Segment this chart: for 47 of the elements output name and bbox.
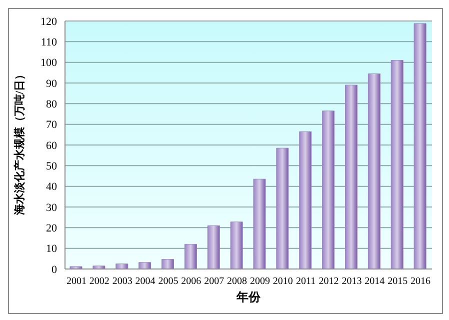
y-tick-label: 20	[46, 222, 58, 235]
y-tick-label: 40	[46, 181, 58, 194]
x-tick-label: 2009	[250, 276, 270, 288]
y-tick-label: 80	[46, 98, 58, 111]
x-tick-label: 2005	[158, 276, 178, 288]
x-tick-label: 2013	[342, 276, 362, 288]
x-tick-label: 2004	[135, 276, 156, 288]
x-tick-label: 2015	[388, 276, 408, 288]
x-tick-label: 2002	[89, 276, 110, 288]
x-tick-label: 2001	[66, 276, 86, 288]
bar	[368, 73, 380, 269]
bar	[116, 264, 128, 269]
bar	[230, 222, 243, 269]
bar	[390, 60, 404, 269]
bar	[184, 244, 197, 269]
y-tick-label: 10	[46, 243, 58, 256]
bar	[207, 225, 220, 269]
x-tick-label: 2006	[181, 276, 202, 288]
x-tick-label: 2012	[318, 276, 339, 288]
y-tick-label: 50	[46, 160, 58, 173]
x-tick-label: 2008	[227, 276, 248, 288]
x-tick-label: 2016	[410, 276, 431, 288]
y-tick-label: 90	[46, 78, 58, 90]
bar	[322, 110, 335, 269]
bar	[253, 178, 266, 269]
bar	[414, 23, 426, 269]
y-tick-label: 30	[46, 202, 58, 214]
bar	[70, 266, 82, 269]
x-tick-label: 2003	[112, 276, 132, 288]
bar	[345, 84, 358, 269]
y-axis-title: 海水淡化产水规模（万吨/日）	[12, 68, 26, 216]
bar	[162, 259, 174, 269]
x-tick-label: 2010	[272, 276, 293, 288]
y-tick-label: 60	[46, 140, 58, 152]
x-tick-label: 2011	[296, 276, 316, 288]
bar	[276, 148, 289, 269]
y-tick-label: 70	[46, 119, 58, 132]
bar	[92, 266, 106, 269]
y-tick-label: 110	[40, 36, 58, 49]
bar	[138, 262, 152, 269]
bar	[299, 131, 312, 269]
x-axis-title: 年份	[236, 290, 262, 304]
y-tick-label: 100	[40, 57, 58, 70]
x-tick-label: 2007	[204, 276, 224, 288]
y-tick-label: 0	[52, 264, 58, 276]
x-tick-label: 2014	[364, 276, 385, 288]
y-tick-label: 120	[40, 16, 58, 28]
